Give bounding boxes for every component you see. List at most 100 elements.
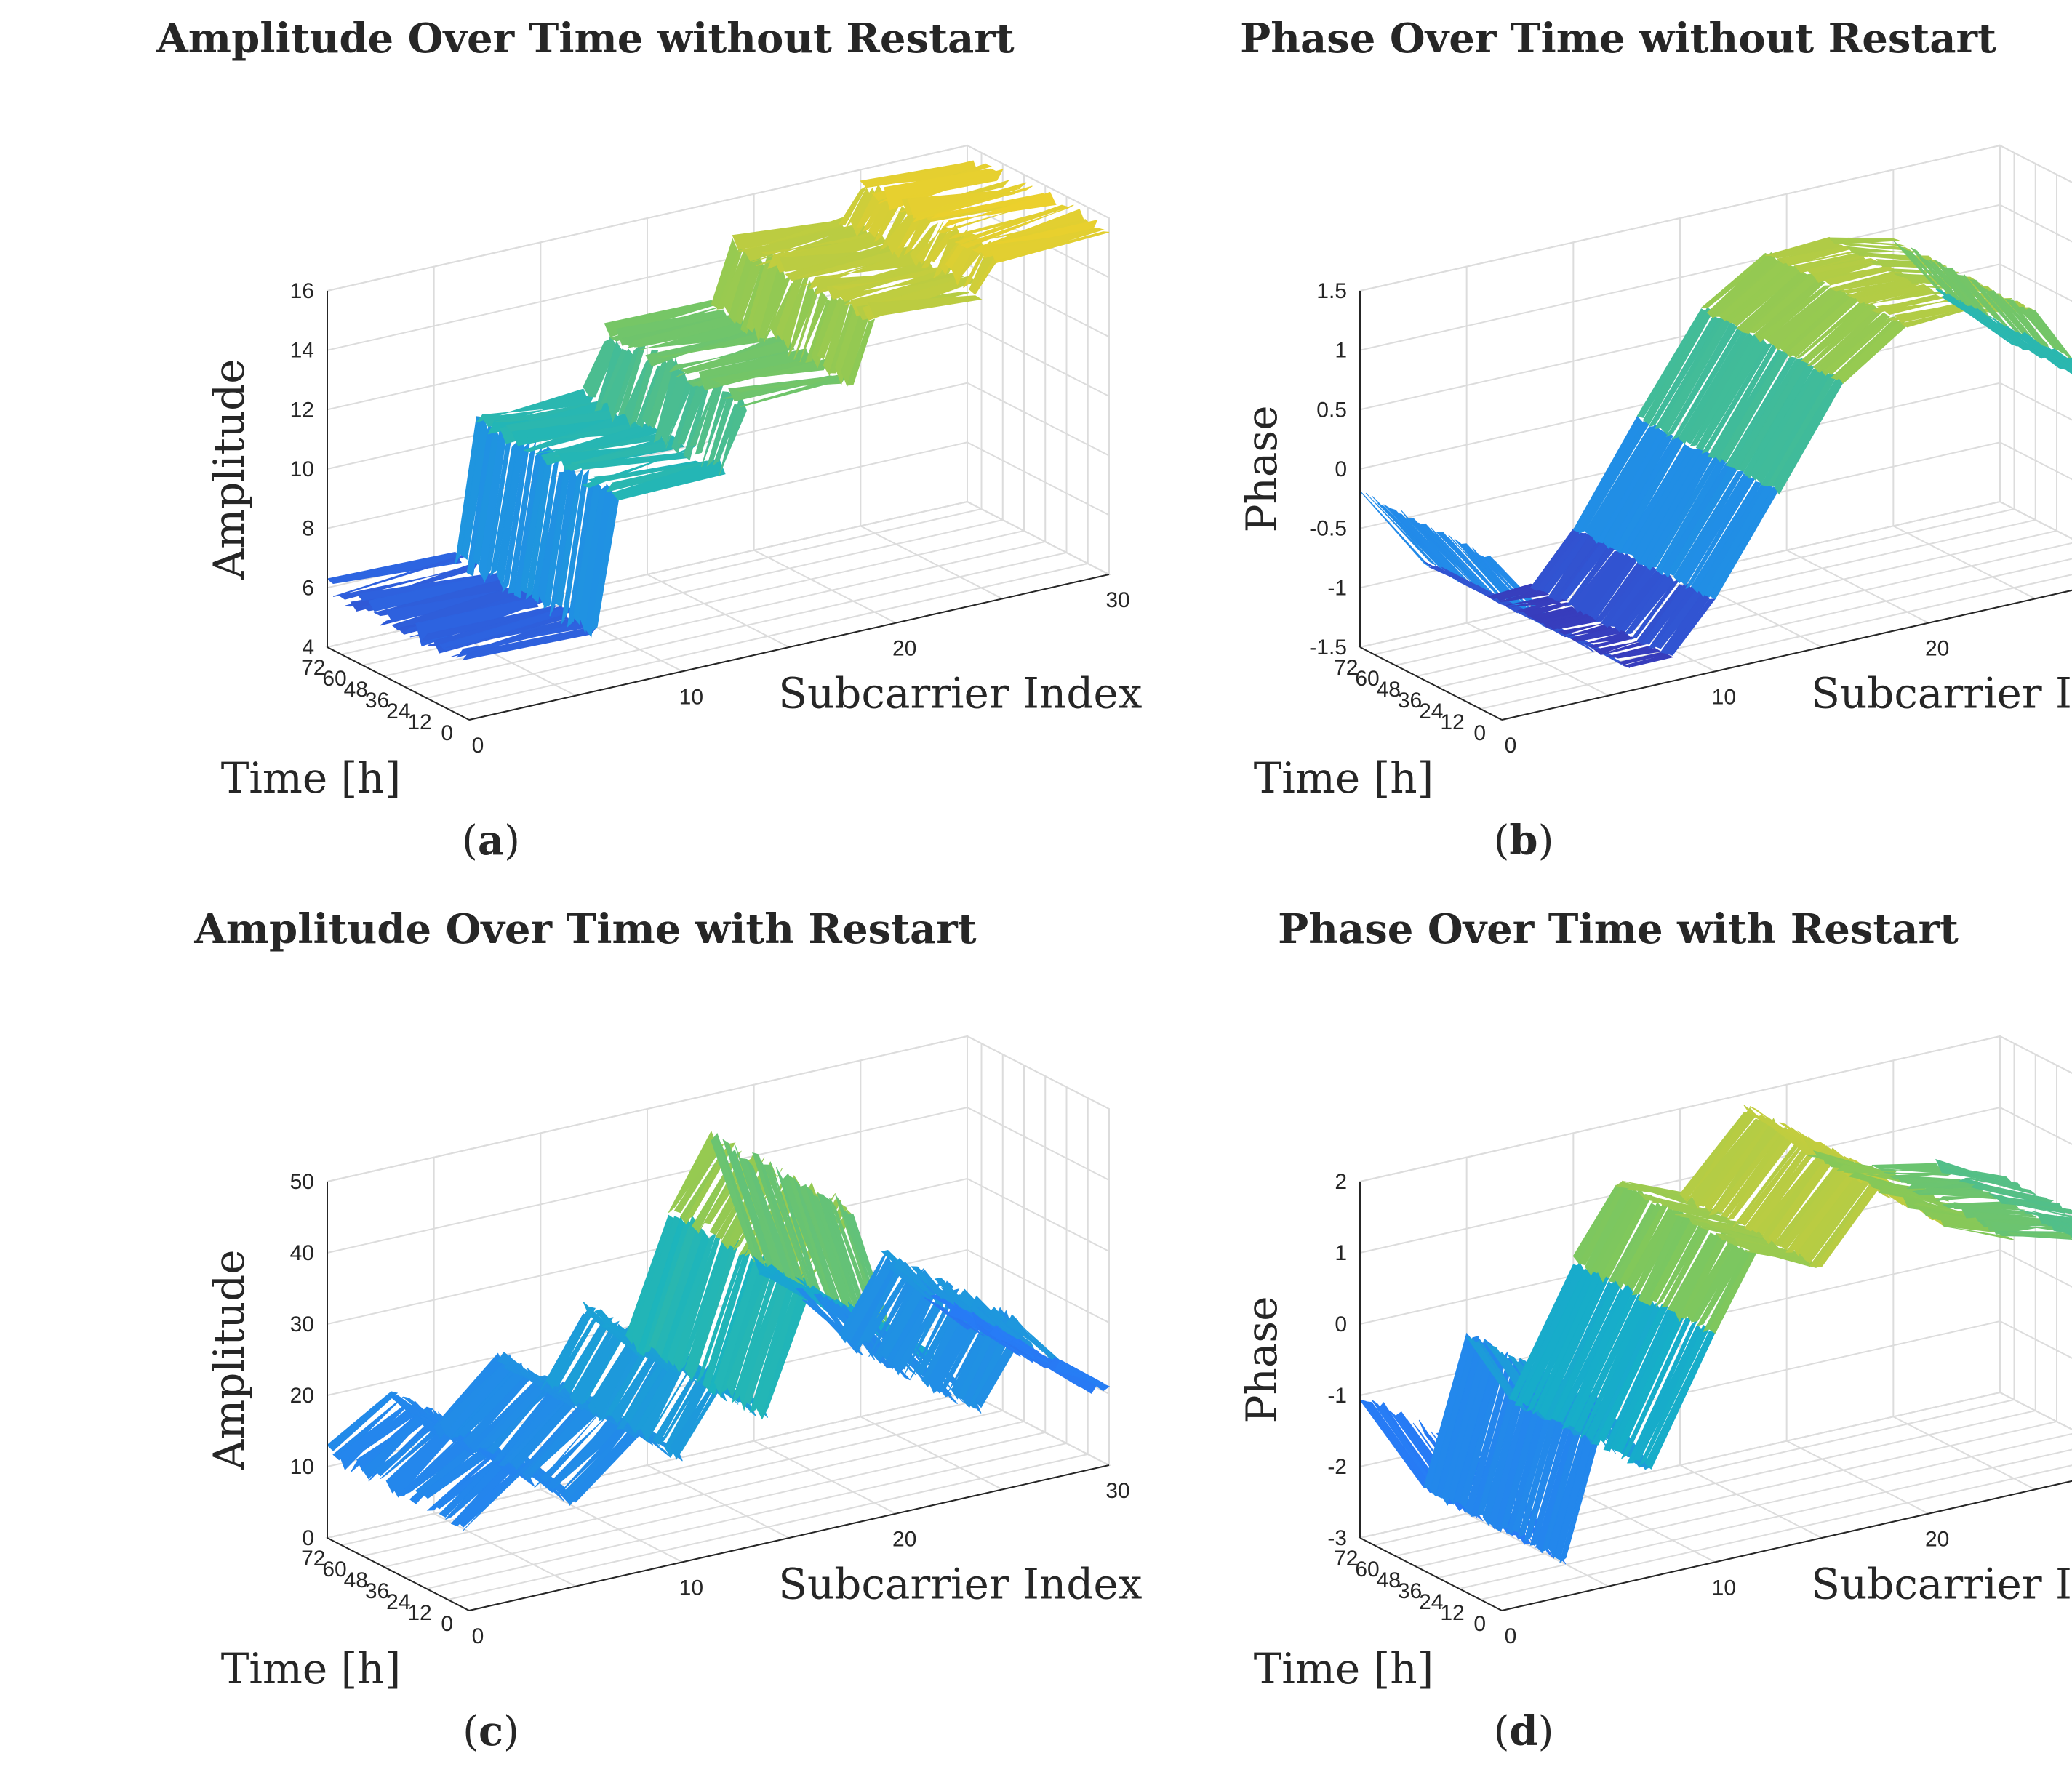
z-tick-label: 50 [290, 1170, 314, 1194]
z-tick-label: -1 [1327, 576, 1347, 600]
surface-patch [1825, 316, 1897, 375]
surface-patch [1639, 1324, 1710, 1467]
surface-patch [1597, 1304, 1669, 1443]
surface [326, 160, 1110, 661]
surface-patch [847, 318, 876, 386]
z-tick-label: 0.5 [1316, 398, 1347, 422]
surface-patch [706, 392, 735, 467]
x-tick-label: 0 [1505, 734, 1517, 758]
z-tick-label: 14 [290, 339, 314, 363]
surface-patch [2030, 338, 2072, 369]
y-tick-label: 24 [1419, 699, 1443, 723]
panel-caption: (a) [462, 817, 520, 865]
surface-patch [1882, 297, 1954, 316]
surface-patch [2012, 1201, 2072, 1219]
z-tick-label: 8 [302, 517, 314, 541]
chart-panel-c: Amplitude Over Time with Restart 0 10 20 30 0… [193, 905, 1142, 1755]
surface-patch [1623, 654, 1674, 668]
surface-patch [1359, 490, 1431, 568]
surface-patch [936, 1303, 985, 1337]
surface-patch [1768, 1147, 1839, 1243]
surface-patch [1865, 287, 1937, 306]
z-tick-label: -3 [1327, 1526, 1347, 1550]
y-tick-label: 36 [365, 1579, 389, 1603]
surface-patch [1644, 1331, 1716, 1470]
x-tick-label: 30 [1105, 588, 1129, 612]
y-tick-label: 24 [386, 699, 410, 723]
y-tick-label: 48 [344, 1568, 368, 1592]
y-tick-label: 12 [1440, 710, 1464, 734]
z-tick-label: 30 [290, 1312, 314, 1336]
surface-patch [1708, 343, 1779, 459]
y-tick-label: 36 [1398, 689, 1422, 713]
surface-patch [502, 440, 531, 593]
surface [1359, 1105, 2072, 1565]
y-axis-label: Time [h] [1254, 1644, 1434, 1693]
surface-patch [1942, 1165, 2013, 1184]
y-tick-label: 0 [441, 721, 453, 745]
x-tick-label: 20 [1925, 637, 1949, 661]
panel-caption: (c) [463, 1707, 519, 1755]
surface-patch [2006, 1198, 2072, 1215]
surface-patch [1859, 284, 1931, 305]
z-tick-label: -0.5 [1309, 517, 1347, 541]
surface-patch [781, 272, 810, 350]
x-tick-label: 20 [892, 637, 916, 661]
x-tick-label: 10 [679, 685, 703, 709]
surface-patch [1759, 285, 1832, 340]
surface-patch [839, 1250, 889, 1344]
y-tick-label: 0 [1473, 721, 1486, 745]
surface-patch [2030, 1210, 2072, 1226]
z-tick-label: 1.5 [1316, 279, 1347, 303]
surface-patch [1060, 1360, 1111, 1392]
z-tick-label: 10 [290, 457, 314, 481]
y-tick-label: 48 [344, 678, 368, 702]
surface-patch [2065, 357, 2072, 363]
chart-title: Phase Over Time without Restart [1240, 15, 1996, 63]
surface-patch [839, 185, 868, 225]
surface-patch [1679, 473, 1751, 586]
y-tick-label: 0 [1473, 1612, 1486, 1636]
z-tick-label: 2 [1335, 1170, 1347, 1194]
surface-patch [955, 204, 1069, 244]
x-tick-label: 10 [679, 1576, 703, 1600]
x-tick-label: 20 [1925, 1528, 1949, 1552]
surface-patch [1365, 1401, 1437, 1493]
z-axis-label: Phase [1237, 405, 1287, 532]
x-tick-label: 0 [472, 1624, 484, 1648]
z-tick-label: 0 [302, 1526, 314, 1550]
z-tick-label: 0 [1335, 457, 1347, 481]
surface-patch [689, 380, 718, 446]
x-axis-label: Subcarrier Index [1811, 1559, 2072, 1608]
surface-patch [1522, 602, 1572, 618]
panel-caption: (b) [1494, 817, 1554, 865]
y-tick-label: 72 [301, 656, 325, 680]
y-tick-label: 36 [365, 689, 389, 713]
surface-patch [716, 358, 831, 386]
surface-patch [1620, 1317, 1692, 1460]
y-tick-label: 48 [1377, 678, 1401, 702]
x-tick-label: 30 [1105, 1479, 1129, 1503]
z-tick-label: 1 [1335, 339, 1347, 363]
y-tick-label: 60 [1355, 1557, 1379, 1581]
z-axis-label: Amplitude [204, 358, 254, 580]
surface-patch [1557, 621, 1608, 636]
surface-patch [2004, 298, 2055, 355]
surface-patch [2065, 1230, 2072, 1238]
y-axis-label: Time [h] [221, 753, 401, 803]
surface-patch [1673, 470, 1745, 584]
surface [327, 1130, 1111, 1531]
surface-patch [895, 180, 1010, 213]
surface-patch [1782, 245, 1855, 267]
y-tick-label: 48 [1377, 1568, 1401, 1592]
surface-patch [701, 391, 729, 468]
surface-patch [508, 442, 537, 594]
chart-panel-a: Amplitude Over Time without Restart 0 10 20… [156, 15, 1142, 865]
surface-patch [1665, 598, 1716, 656]
z-tick-label: 16 [290, 279, 314, 303]
y-axis-label: Time [h] [1254, 753, 1434, 803]
surface-patch [1671, 329, 1744, 441]
chart-title: Amplitude Over Time without Restart [156, 15, 1014, 63]
